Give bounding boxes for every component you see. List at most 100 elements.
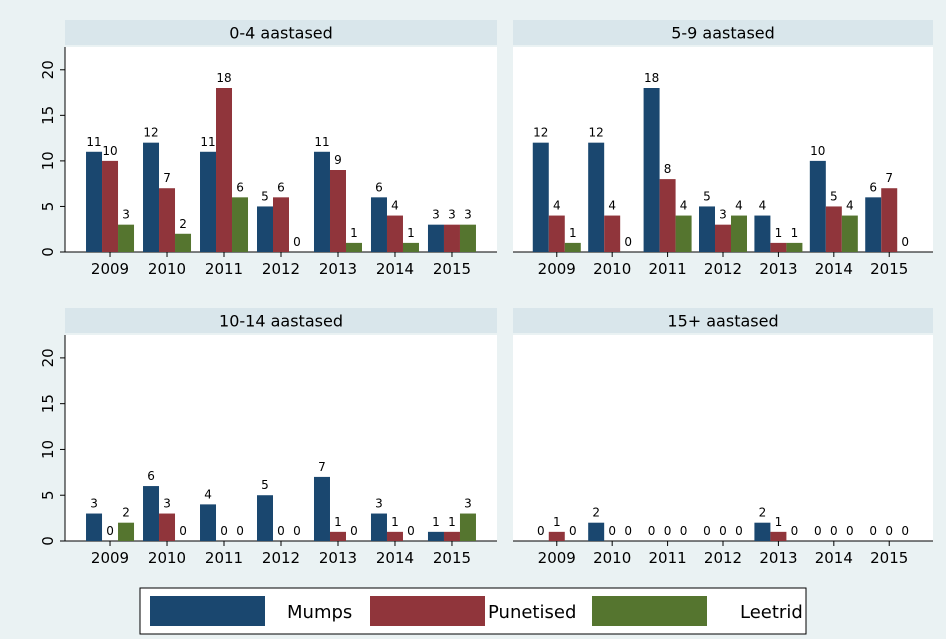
bar xyxy=(345,242,362,252)
y-tick-label: 15 xyxy=(39,394,57,413)
bar xyxy=(200,504,217,541)
data-label: 0 xyxy=(664,524,672,538)
data-label: 1 xyxy=(334,515,342,529)
data-label: 3 xyxy=(719,208,727,222)
data-label: 4 xyxy=(391,199,399,213)
bar xyxy=(232,197,249,252)
panel-header xyxy=(513,308,933,333)
data-label: 8 xyxy=(664,162,672,176)
x-tick-label: 2012 xyxy=(262,260,300,278)
x-tick-label: 2013 xyxy=(759,260,797,278)
data-label: 0 xyxy=(407,524,415,538)
data-label: 0 xyxy=(830,524,838,538)
bar xyxy=(770,531,787,541)
data-label: 0 xyxy=(869,524,877,538)
data-label: 1 xyxy=(775,226,783,240)
legend-swatch xyxy=(150,596,265,626)
bar xyxy=(754,215,771,252)
bar xyxy=(216,88,233,252)
bar xyxy=(427,531,444,541)
bar xyxy=(329,170,346,252)
x-tick-label: 2013 xyxy=(319,260,357,278)
bar xyxy=(143,486,160,541)
x-tick-label: 2012 xyxy=(704,260,742,278)
legend-label: Punetised xyxy=(488,602,576,623)
x-tick-label: 2015 xyxy=(433,549,471,567)
y-tick-label: 10 xyxy=(39,151,57,170)
y-tick-label: 0 xyxy=(39,536,57,546)
y-tick-label: 5 xyxy=(39,202,57,212)
data-label: 1 xyxy=(350,226,358,240)
data-label: 0 xyxy=(220,524,228,538)
data-label: 1 xyxy=(391,515,399,529)
x-tick-label: 2011 xyxy=(648,260,686,278)
data-label: 0 xyxy=(703,524,711,538)
data-label: 6 xyxy=(869,180,877,194)
data-label: 0 xyxy=(350,524,358,538)
data-label: 6 xyxy=(236,180,244,194)
data-label: 0 xyxy=(901,235,909,249)
bar xyxy=(159,188,176,252)
data-label: 11 xyxy=(314,135,329,149)
data-label: 0 xyxy=(791,524,799,538)
data-label: 1 xyxy=(569,226,577,240)
data-label: 6 xyxy=(375,180,383,194)
bar xyxy=(588,142,605,252)
y-tick-label: 0 xyxy=(39,247,57,257)
plot-area xyxy=(65,335,497,541)
bar xyxy=(273,197,289,252)
bar xyxy=(329,531,346,541)
data-label: 4 xyxy=(735,199,743,213)
data-label: 4 xyxy=(608,199,616,213)
x-tick-label: 2014 xyxy=(376,549,414,567)
data-label: 0 xyxy=(648,524,656,538)
x-tick-label: 2014 xyxy=(815,549,853,567)
data-label: 4 xyxy=(680,199,688,213)
data-label: 7 xyxy=(163,171,171,185)
data-label: 0 xyxy=(277,524,285,538)
bar xyxy=(643,88,660,252)
data-label: 18 xyxy=(644,71,659,85)
x-tick-label: 2012 xyxy=(704,549,742,567)
data-label: 3 xyxy=(448,208,456,222)
y-tick-label: 10 xyxy=(39,440,57,459)
bar xyxy=(443,224,460,252)
data-label: 1 xyxy=(407,226,415,240)
bar xyxy=(715,224,731,252)
bar xyxy=(604,215,621,252)
data-label: 5 xyxy=(261,478,269,492)
data-label: 10 xyxy=(102,144,117,158)
bar xyxy=(675,215,692,252)
panel-title: 0-4 aastased xyxy=(229,24,333,43)
bar xyxy=(402,242,419,252)
panel-header xyxy=(65,308,497,333)
bar xyxy=(118,224,135,252)
x-tick-label: 2011 xyxy=(648,549,686,567)
x-tick-label: 2014 xyxy=(376,260,414,278)
bar xyxy=(443,531,460,541)
bar xyxy=(386,531,403,541)
bar xyxy=(313,151,330,252)
bar xyxy=(86,151,103,252)
data-label: 18 xyxy=(216,71,231,85)
x-tick-label: 2010 xyxy=(148,549,186,567)
data-label: 3 xyxy=(375,497,383,511)
data-label: 3 xyxy=(464,208,472,222)
data-label: 6 xyxy=(277,180,285,194)
bar xyxy=(200,151,217,252)
x-tick-label: 2015 xyxy=(870,549,908,567)
data-label: 5 xyxy=(703,189,711,203)
x-tick-label: 2013 xyxy=(759,549,797,567)
x-tick-label: 2011 xyxy=(205,260,243,278)
data-label: 2 xyxy=(592,506,600,520)
data-label: 0 xyxy=(106,524,114,538)
data-label: 2 xyxy=(179,217,187,231)
x-tick-label: 2010 xyxy=(593,260,631,278)
data-label: 1 xyxy=(553,515,561,529)
data-label: 11 xyxy=(200,135,215,149)
y-tick-label: 15 xyxy=(39,106,57,125)
legend-swatch xyxy=(592,596,707,626)
bar xyxy=(809,160,826,252)
data-label: 0 xyxy=(537,524,545,538)
x-tick-label: 2010 xyxy=(593,549,631,567)
